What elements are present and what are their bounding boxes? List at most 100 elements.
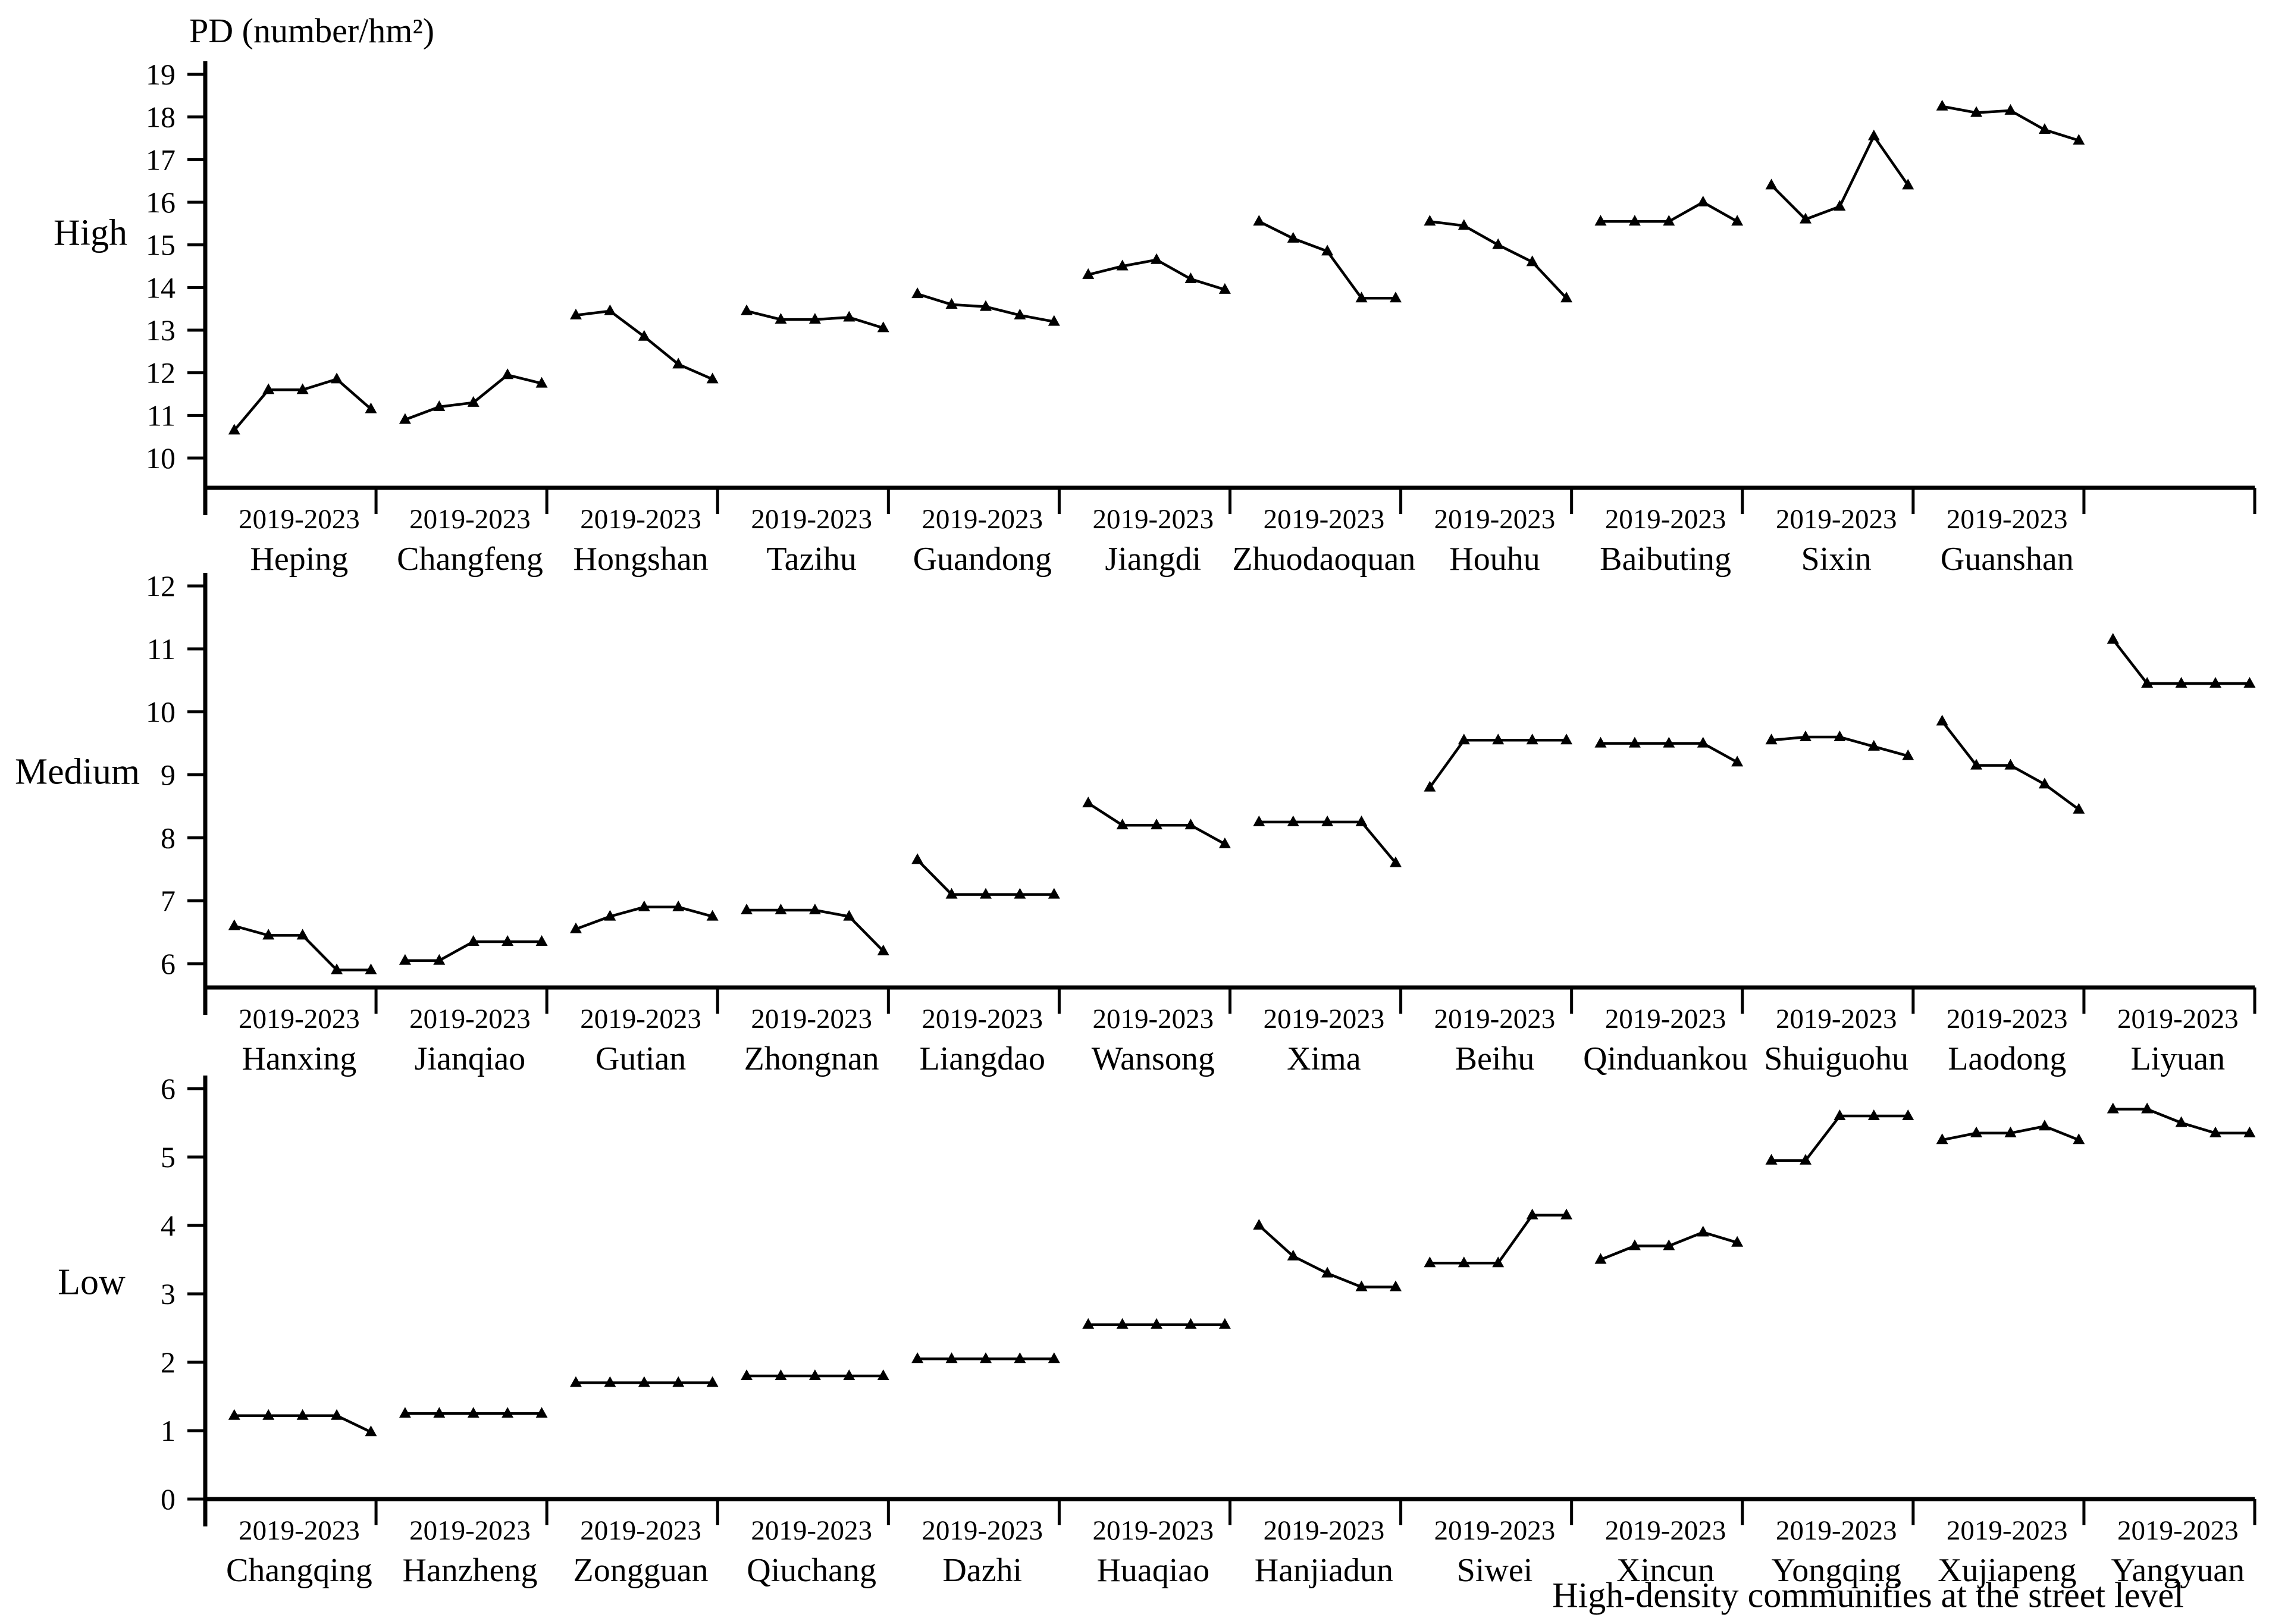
series-qiuchang: 2019-2023 Qiuchang [741, 1369, 889, 1589]
triangle-marker [2004, 104, 2017, 115]
triangle-marker [1765, 733, 1778, 745]
triangle-marker [502, 1407, 514, 1418]
series-dazhi: 2019-2023 Dazhi [911, 1352, 1060, 1589]
triangle-marker [1594, 215, 1607, 226]
triangle-marker [1048, 888, 1060, 899]
triangle-marker [843, 1369, 855, 1380]
triangle-marker [1697, 1225, 1709, 1237]
triangle-marker [296, 929, 309, 940]
community-name-label: Gutian [596, 1040, 686, 1077]
community-name-label: Laodong [1948, 1040, 2066, 1077]
triangle-marker [911, 287, 924, 299]
triangle-marker [1014, 308, 1026, 319]
series-changfeng: 2019-2023 Changfeng [397, 368, 548, 578]
triangle-marker [945, 888, 958, 899]
triangle-marker [1151, 819, 1163, 830]
triangle-marker [331, 1409, 343, 1420]
triangle-marker [228, 919, 240, 930]
series-yongqing: 2019-2023 Yongqing [1765, 1109, 1914, 1589]
series-tazihu: 2019-2023 Tazihu [741, 304, 889, 578]
triangle-marker [2073, 1133, 2085, 1145]
triangle-marker [1116, 1318, 1129, 1329]
triangle-marker [365, 963, 377, 974]
triangle-marker [706, 1376, 719, 1387]
community-name-label: Wansong [1092, 1040, 1215, 1077]
community-name-label: Houhu [1449, 541, 1540, 578]
triangle-marker [1902, 178, 1914, 190]
group-period-label: 2019-2023 [239, 504, 360, 535]
panel-medium: 6 7 8 9 10 11 12 2019-2023 Hanxing 2019-2023 Jianq… [146, 569, 2257, 1077]
triangle-marker [296, 383, 309, 394]
community-name-label: Guanshan [1941, 541, 2074, 578]
series-xincun: 2019-2023 Xincun [1594, 1225, 1744, 1589]
triangle-marker [979, 300, 992, 311]
triangle-marker [877, 944, 889, 955]
community-name-label: Qiuchang [747, 1552, 876, 1589]
triangle-marker [331, 372, 343, 384]
group-period-label: 2019-2023 [409, 1004, 531, 1034]
community-name-label: Jianqiao [415, 1040, 526, 1077]
series-line [747, 908, 885, 952]
series-xima: 2019-2023 Xima [1253, 815, 1402, 1077]
series-yangyuan: 2019-2023 Yangyuan [2107, 1102, 2256, 1589]
triangle-marker [1970, 1126, 1983, 1137]
series-laodong: 2019-2023 Laodong [1936, 714, 2085, 1077]
triangle-marker [1594, 1253, 1607, 1264]
y-tick-label: 3 [161, 1277, 175, 1311]
group-period-label: 2019-2023 [1776, 504, 1897, 535]
series-beihu: 2019-2023 Beihu [1424, 733, 1573, 1077]
series-liangdao: 2019-2023 Liangdao [911, 853, 1060, 1077]
series-gutian: 2019-2023 Gutian [569, 900, 719, 1077]
triangle-marker [1218, 283, 1231, 294]
series-shuiguohu: 2019-2023 Shuiguohu [1764, 731, 1914, 1077]
triangle-marker [1834, 1109, 1846, 1120]
triangle-marker [1321, 244, 1334, 256]
triangle-marker [1287, 815, 1299, 826]
panel-high: 101112131415161718192019-2023Heping2019-… [146, 58, 2257, 578]
triangle-marker [2141, 1102, 2154, 1114]
triangle-marker [1731, 755, 1744, 767]
triangle-marker [672, 900, 685, 911]
community-name-label: Hanxing [242, 1040, 356, 1077]
triangle-marker [1663, 1239, 1675, 1250]
triangle-marker [1492, 1256, 1505, 1268]
triangle-marker [706, 910, 719, 921]
triangle-marker [638, 1376, 650, 1387]
panel-label-low: Low [58, 1262, 126, 1303]
triangle-marker [1526, 1208, 1538, 1219]
community-name-label: Jiangdi [1105, 541, 1201, 578]
triangle-marker [706, 372, 719, 384]
triangle-marker [1936, 714, 1948, 726]
triangle-marker [1355, 1280, 1368, 1291]
triangle-marker [535, 377, 548, 388]
triangle-marker [1355, 815, 1368, 826]
triangle-marker [2175, 677, 2187, 688]
community-name-label: Tazihu [766, 541, 857, 578]
triangle-marker [1184, 272, 1197, 283]
community-name-label: Xujiapeng [1938, 1552, 2076, 1589]
series-zhuodaoquan: 2019-2023 Zhuodaoquan [1232, 215, 1415, 578]
triangle-marker [1492, 733, 1505, 745]
y-tick-label: 11 [147, 399, 175, 432]
triangle-marker [433, 400, 446, 411]
triangle-marker [1184, 819, 1197, 830]
triangle-marker [1902, 749, 1914, 760]
triangle-marker [843, 311, 855, 322]
triangle-marker [1799, 1153, 1812, 1165]
triangle-marker [2073, 134, 2085, 145]
triangle-marker [1560, 733, 1573, 745]
triangle-marker [1116, 819, 1129, 830]
triangle-marker [331, 963, 343, 974]
triangle-marker [1458, 219, 1470, 230]
group-period-label: 2019-2023 [922, 1004, 1043, 1034]
triangle-marker [672, 1376, 685, 1387]
community-name-label: Shuiguohu [1764, 1040, 1908, 1077]
triangle-marker [467, 1407, 480, 1418]
triangle-marker [1663, 736, 1675, 748]
triangle-marker [399, 413, 411, 424]
group-period-label: 2019-2023 [1092, 1004, 1214, 1034]
community-name-label: Zhongnan [744, 1040, 879, 1077]
triangle-marker [569, 922, 582, 933]
triangle-marker [569, 308, 582, 319]
triangle-marker [1731, 1236, 1744, 1247]
